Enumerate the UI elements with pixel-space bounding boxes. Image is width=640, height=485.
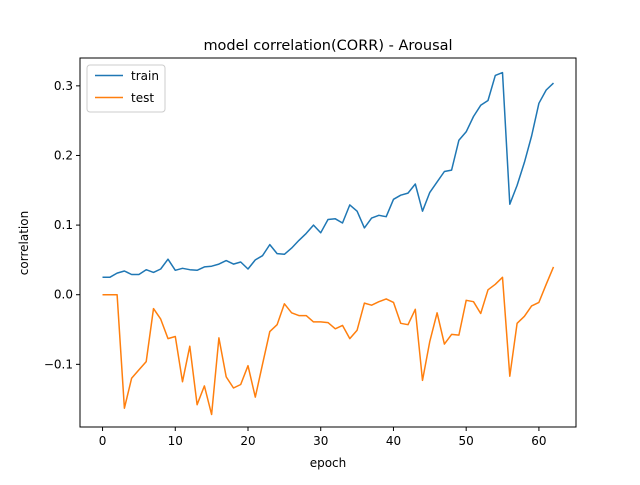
plot-frame <box>79 57 577 428</box>
x-tick-label: 40 <box>386 434 401 448</box>
x-tick-label: 30 <box>313 434 328 448</box>
y-axis-label: correlation <box>17 211 31 275</box>
legend: train test <box>86 64 166 113</box>
legend-train-label: train <box>131 69 159 83</box>
legend-box <box>86 64 166 113</box>
x-axis-ticks: 0 10 20 30 40 50 60 <box>99 427 547 448</box>
y-axis-ticks: −0.1 0.0 0.1 0.2 0.3 <box>44 79 80 371</box>
series-lines <box>102 71 555 416</box>
chart-title: model correlation(CORR) - Arousal <box>203 38 452 54</box>
y-tick-label: 0.0 <box>54 288 73 302</box>
series-line-test <box>102 266 555 416</box>
x-tick-label: 10 <box>168 434 183 448</box>
series-line-train <box>102 71 555 279</box>
x-tick-label: 60 <box>531 434 546 448</box>
y-tick-label: 0.1 <box>54 218 73 232</box>
y-tick-label: 0.3 <box>54 79 73 93</box>
legend-test-label: test <box>131 91 154 105</box>
x-tick-label: 20 <box>240 434 255 448</box>
x-axis-label: epoch <box>310 456 347 470</box>
x-tick-label: 0 <box>99 434 107 448</box>
y-tick-label: −0.1 <box>44 357 73 371</box>
y-tick-label: 0.2 <box>54 148 73 162</box>
x-tick-label: 50 <box>459 434 474 448</box>
